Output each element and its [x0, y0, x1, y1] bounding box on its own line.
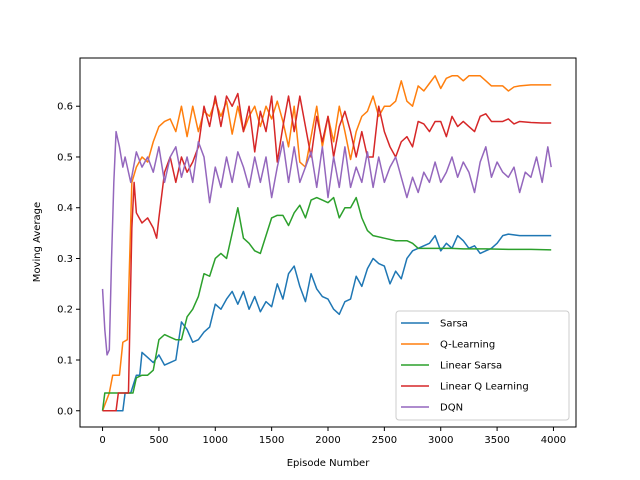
- y-tick-label: 0.1: [57, 356, 73, 367]
- y-tick-label: 0.4: [57, 203, 73, 214]
- x-tick-label: 4000: [541, 435, 566, 446]
- x-axis: 0 500 1000 1500 2000 2500 3000 3500 4000: [99, 427, 566, 446]
- series-line-linear-sarsa: [101, 196, 552, 411]
- x-tick-label: 3500: [484, 435, 509, 446]
- legend-entry-label: DQN: [440, 403, 463, 414]
- series-line-linear-q-learning: [102, 92, 552, 412]
- series-line-sarsa: [102, 233, 552, 412]
- legend-entry-label: Q-Learning: [440, 340, 495, 351]
- x-tick-label: 0: [99, 435, 105, 446]
- legend-entry-label: Linear Q Learning: [440, 382, 529, 393]
- legend-entry-label: Linear Sarsa: [440, 361, 502, 372]
- y-axis-label: Moving Average: [32, 202, 43, 282]
- series-line-q-learning: [101, 75, 552, 412]
- x-tick-label: 500: [149, 435, 168, 446]
- y-tick-label: 0.5: [57, 152, 73, 163]
- legend: Sarsa Q-Learning Linear Sarsa Linear Q Lear…: [395, 310, 570, 421]
- legend-entry-label: Sarsa: [440, 319, 468, 330]
- x-tick-label: 3000: [428, 435, 453, 446]
- x-tick-label: 2500: [372, 435, 397, 446]
- y-tick-label: 0.6: [57, 102, 73, 113]
- y-tick-label: 0.0: [57, 406, 73, 417]
- y-tick-label: 0.3: [57, 254, 73, 265]
- x-tick-label: 1500: [259, 435, 284, 446]
- x-tick-label: 1000: [203, 435, 228, 446]
- x-axis-label: Episode Number: [287, 458, 371, 469]
- y-axis: 0.0 0.1 0.2 0.3 0.4 0.5 0.6: [57, 102, 80, 417]
- legend-box: [395, 310, 570, 421]
- series-line-dqn: [101, 130, 552, 356]
- x-tick-label: 2000: [315, 435, 340, 446]
- y-tick-label: 0.2: [57, 305, 73, 316]
- series-layer: [101, 75, 552, 412]
